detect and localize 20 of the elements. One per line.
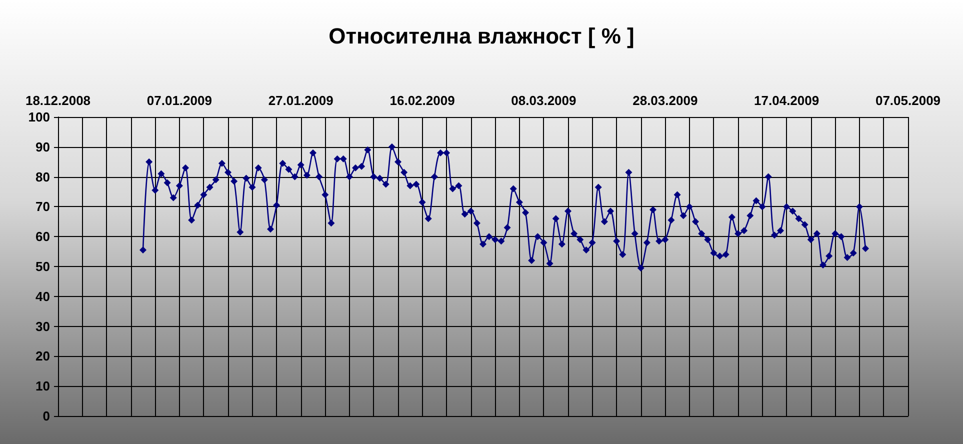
x-tick-label: 16.02.2009 [390, 93, 455, 108]
x-tick-label: 18.12.2008 [25, 93, 91, 108]
y-tick-label: 70 [36, 199, 50, 214]
y-tick-label: 0 [42, 408, 50, 424]
x-tick-label: 17.04.2009 [754, 93, 820, 108]
chart-title: Относителна влажност [ % ] [328, 24, 634, 48]
y-tick-label: 20 [36, 348, 50, 364]
x-tick-label: 07.05.2009 [875, 93, 941, 108]
x-tick-label: 27.01.2009 [268, 93, 334, 108]
x-tick-label: 07.01.2009 [146, 93, 212, 108]
y-tick-label: 30 [36, 318, 50, 334]
y-tick-label: 80 [36, 169, 50, 184]
y-tick-label: 50 [36, 259, 50, 274]
y-tick-label: 60 [36, 229, 50, 244]
y-tick-label: 90 [36, 139, 50, 154]
y-tick-label: 10 [36, 378, 50, 394]
x-tick-label: 28.03.2009 [632, 93, 698, 108]
y-tick-label: 100 [28, 110, 50, 124]
x-tick-label: 08.03.2009 [511, 93, 576, 108]
y-tick-label: 40 [36, 288, 50, 304]
